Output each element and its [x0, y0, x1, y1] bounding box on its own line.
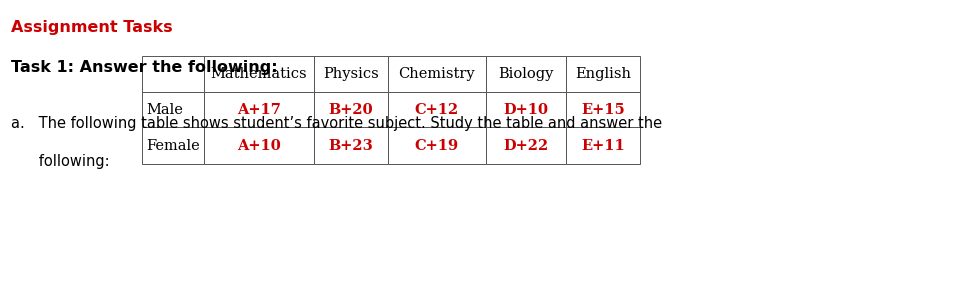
Bar	[486, 56, 566, 92]
Bar	[388, 128, 486, 164]
Bar	[388, 56, 486, 92]
Text: C+19: C+19	[414, 139, 459, 153]
Text: English: English	[575, 67, 631, 81]
Text: D+22: D+22	[503, 139, 548, 153]
Bar	[204, 92, 314, 128]
Text: following:: following:	[11, 154, 110, 169]
Text: B+23: B+23	[328, 139, 373, 153]
Bar	[566, 92, 640, 128]
Text: Task 1: Answer the following:: Task 1: Answer the following:	[11, 60, 278, 75]
Text: A+10: A+10	[237, 139, 280, 153]
Text: B+20: B+20	[328, 103, 373, 117]
Bar	[566, 56, 640, 92]
Bar	[204, 56, 314, 92]
Text: E+11: E+11	[581, 139, 625, 153]
Text: Chemistry: Chemistry	[398, 67, 475, 81]
Text: Male: Male	[146, 103, 184, 117]
Bar	[142, 128, 204, 164]
Text: Mathematics: Mathematics	[211, 67, 307, 81]
Text: C+12: C+12	[414, 103, 459, 117]
Bar	[204, 128, 314, 164]
Text: Physics: Physics	[323, 67, 379, 81]
Bar	[486, 128, 566, 164]
Bar	[314, 128, 388, 164]
Bar	[142, 92, 204, 128]
Bar	[142, 56, 204, 92]
Text: Female: Female	[146, 139, 200, 153]
Bar	[314, 56, 388, 92]
Text: D+10: D+10	[503, 103, 548, 117]
Text: Assignment Tasks: Assignment Tasks	[11, 20, 173, 35]
Bar	[314, 92, 388, 128]
Text: E+15: E+15	[581, 103, 625, 117]
Bar	[388, 92, 486, 128]
Text: a.   The following table shows student’s favorite subject. Study the table and a: a. The following table shows student’s f…	[11, 116, 662, 131]
Text: A+17: A+17	[237, 103, 280, 117]
Text: Biology: Biology	[499, 67, 553, 81]
Bar	[566, 128, 640, 164]
Bar	[486, 92, 566, 128]
